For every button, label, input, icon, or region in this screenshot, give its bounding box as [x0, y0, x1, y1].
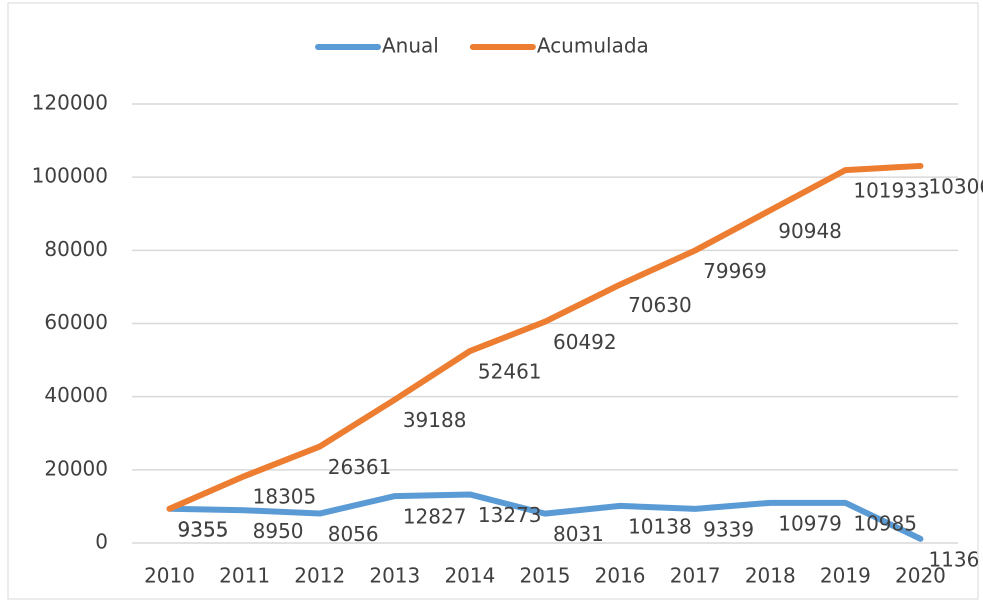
data-label: 9355: [178, 517, 229, 541]
data-label: 13273: [478, 503, 542, 527]
x-tick-label: 2014: [444, 564, 495, 588]
data-label: 52461: [478, 360, 542, 384]
data-label: 8031: [553, 522, 604, 546]
data-label: 10985: [853, 511, 917, 535]
data-label: 103069: [928, 174, 983, 198]
data-label: 39188: [403, 408, 467, 432]
data-label: 90948: [778, 219, 842, 243]
x-tick-label: 2019: [820, 564, 871, 588]
x-tick-label: 2017: [670, 564, 721, 588]
x-tick-label: 2011: [219, 564, 270, 588]
data-label: 10138: [628, 514, 692, 538]
data-label: 1136: [928, 547, 979, 571]
y-tick-label: 20000: [44, 456, 108, 480]
x-tick-label: 2012: [294, 564, 345, 588]
data-label: 12827: [403, 505, 467, 529]
data-label: 8950: [253, 519, 304, 543]
series-line: [166, 491, 924, 542]
data-label: 60492: [553, 330, 617, 354]
data-label: 101933: [853, 179, 929, 203]
y-tick-label: 100000: [32, 164, 108, 188]
data-label: 8056: [328, 522, 379, 546]
legend-label: Anual: [382, 34, 439, 58]
x-tick-label: 2020: [895, 564, 946, 588]
y-tick-label: 120000: [32, 91, 108, 115]
series-line: [166, 162, 924, 512]
x-tick-label: 2013: [369, 564, 420, 588]
data-label: 10979: [778, 511, 842, 535]
y-tick-label: 60000: [44, 310, 108, 334]
data-label: 9339: [703, 517, 754, 541]
data-label: 18305: [253, 485, 317, 509]
data-label: 26361: [328, 455, 392, 479]
x-tick-label: 2016: [595, 564, 646, 588]
legend-label: Acumulada: [537, 34, 649, 58]
x-tick-label: 2018: [745, 564, 796, 588]
x-tick-label: 2010: [144, 564, 195, 588]
y-tick-label: 80000: [44, 237, 108, 261]
data-label: 70630: [628, 293, 692, 317]
data-label: 9355: [178, 517, 229, 541]
y-tick-label: 40000: [44, 383, 108, 407]
data-label: 79969: [703, 259, 767, 283]
y-tick-label: 0: [95, 530, 108, 554]
x-tick-label: 2015: [520, 564, 571, 588]
